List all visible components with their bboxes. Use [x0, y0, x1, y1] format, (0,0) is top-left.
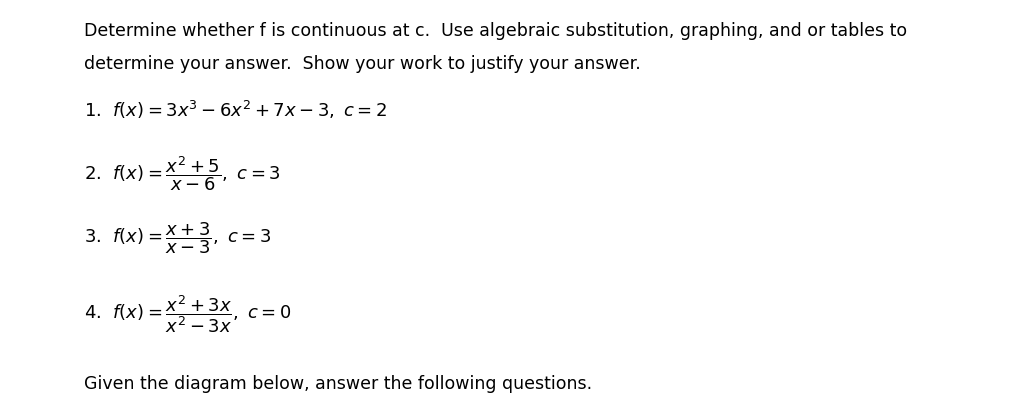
- Text: Determine whether f is continuous at c.  Use algebraic substitution, graphing, a: Determine whether f is continuous at c. …: [84, 22, 907, 40]
- Text: Given the diagram below, answer the following questions.: Given the diagram below, answer the foll…: [84, 375, 592, 392]
- Text: 1.  $f(x) = 3x^3 - 6x^2 + 7x - 3,\ c = 2$: 1. $f(x) = 3x^3 - 6x^2 + 7x - 3,\ c = 2$: [84, 99, 387, 122]
- Text: 3.  $f(x) = \dfrac{x + 3}{x - 3},\ c = 3$: 3. $f(x) = \dfrac{x + 3}{x - 3},\ c = 3$: [84, 221, 271, 256]
- Text: 4.  $f(x) = \dfrac{x^2 + 3x}{x^2 - 3x},\ c = 0$: 4. $f(x) = \dfrac{x^2 + 3x}{x^2 - 3x},\ …: [84, 294, 291, 335]
- Text: 2.  $f(x) = \dfrac{x^2 + 5}{x - 6},\ c = 3$: 2. $f(x) = \dfrac{x^2 + 5}{x - 6},\ c = …: [84, 154, 280, 193]
- Text: determine your answer.  Show your work to justify your answer.: determine your answer. Show your work to…: [84, 55, 641, 72]
